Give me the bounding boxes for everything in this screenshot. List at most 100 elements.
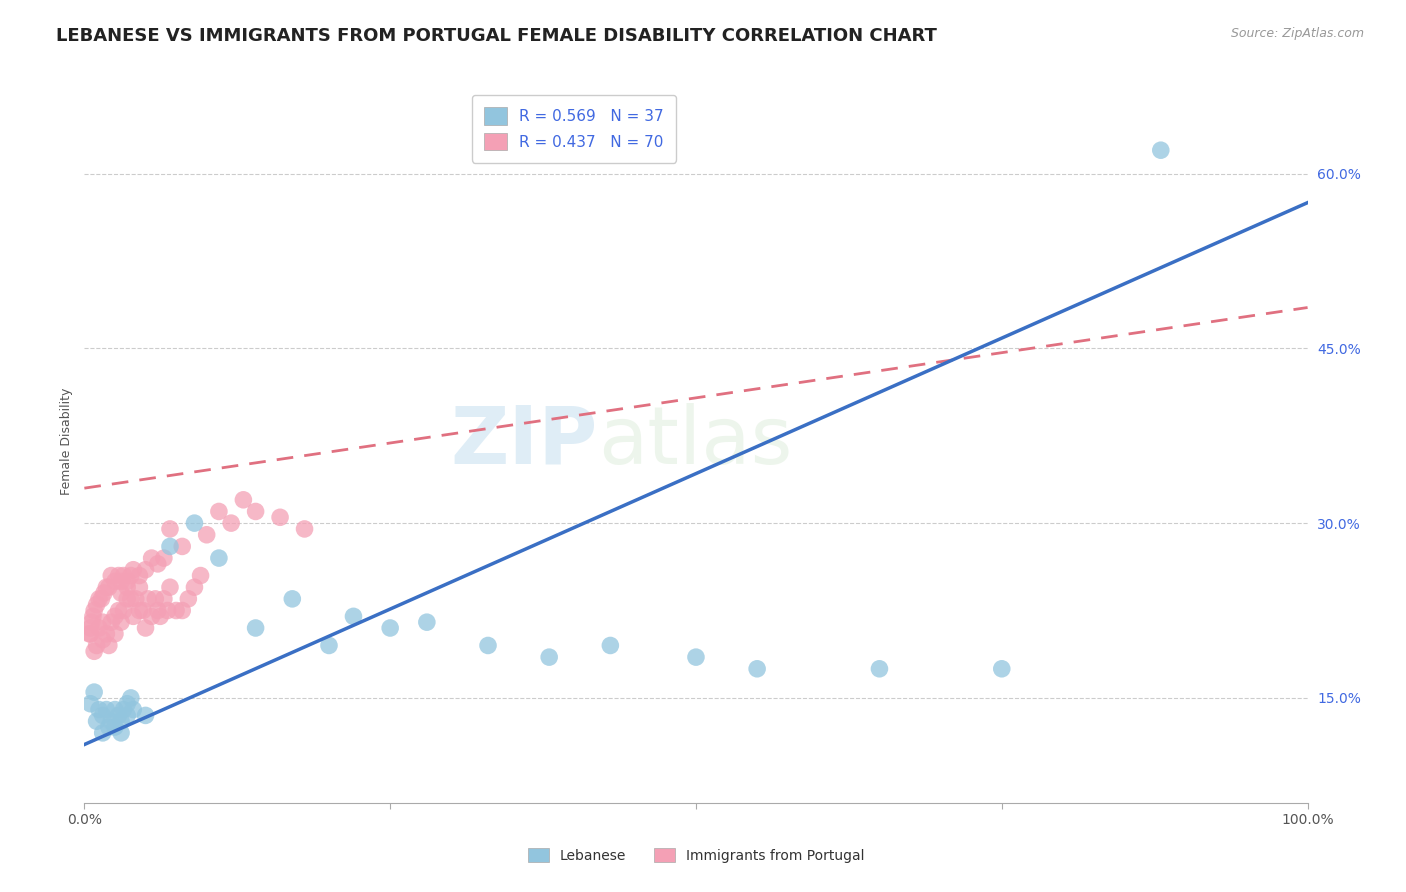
Point: [342, 609, 364, 624]
Point: [183, 580, 205, 594]
Point: [96, 627, 118, 641]
Point: [91, 708, 114, 723]
Point: [83, 644, 105, 658]
Point: [190, 568, 212, 582]
Point: [141, 609, 163, 624]
Point: [80, 615, 103, 630]
Point: [195, 528, 218, 542]
Point: [141, 551, 163, 566]
Point: [146, 603, 169, 617]
Point: [120, 568, 142, 582]
Point: [232, 492, 254, 507]
Point: [93, 586, 115, 600]
Point: [91, 615, 114, 630]
Point: [100, 714, 122, 729]
Point: [125, 591, 148, 606]
Point: [165, 603, 187, 617]
Point: [208, 551, 231, 566]
Point: [416, 615, 439, 630]
Point: [685, 650, 707, 665]
Point: [87, 621, 110, 635]
Point: [183, 516, 205, 530]
Point: [97, 580, 120, 594]
Point: [100, 568, 122, 582]
Point: [91, 632, 114, 647]
Point: [112, 568, 135, 582]
Point: [115, 574, 138, 589]
Point: [153, 591, 176, 606]
Point: [110, 586, 132, 600]
Point: [128, 603, 150, 617]
Point: [159, 540, 181, 554]
Point: [149, 609, 172, 624]
Point: [172, 603, 194, 617]
Point: [991, 662, 1014, 676]
Point: [177, 591, 200, 606]
Point: [104, 609, 127, 624]
Point: [135, 708, 157, 723]
Point: [269, 510, 291, 524]
Point: [97, 720, 120, 734]
Point: [281, 591, 304, 606]
Point: [122, 609, 145, 624]
Point: [87, 702, 110, 716]
Point: [143, 591, 166, 606]
Point: [112, 702, 135, 716]
Point: [86, 598, 108, 612]
Text: ZIP: ZIP: [451, 402, 598, 481]
Point: [159, 580, 181, 594]
Point: [110, 574, 132, 589]
Text: LEBANESE VS IMMIGRANTS FROM PORTUGAL FEMALE DISABILITY CORRELATION CHART: LEBANESE VS IMMIGRANTS FROM PORTUGAL FEM…: [56, 27, 938, 45]
Point: [79, 627, 101, 641]
Point: [83, 685, 105, 699]
Point: [82, 609, 104, 624]
Point: [115, 591, 138, 606]
Point: [172, 540, 194, 554]
Point: [318, 639, 340, 653]
Point: [79, 697, 101, 711]
Point: [100, 615, 122, 630]
Point: [135, 621, 157, 635]
Point: [219, 516, 242, 530]
Point: [153, 551, 176, 566]
Point: [104, 702, 127, 716]
Point: [96, 702, 118, 716]
Point: [538, 650, 561, 665]
Point: [122, 563, 145, 577]
Point: [87, 591, 110, 606]
Point: [104, 720, 127, 734]
Text: Source: ZipAtlas.com: Source: ZipAtlas.com: [1230, 27, 1364, 40]
Point: [380, 621, 402, 635]
Legend: Lebanese, Immigrants from Portugal: Lebanese, Immigrants from Portugal: [522, 842, 870, 868]
Point: [477, 639, 499, 653]
Point: [97, 639, 120, 653]
Point: [146, 557, 169, 571]
Point: [120, 591, 142, 606]
Point: [747, 662, 769, 676]
Point: [86, 639, 108, 653]
Point: [107, 708, 129, 723]
Point: [245, 621, 267, 635]
Point: [86, 714, 108, 729]
Point: [115, 708, 138, 723]
Point: [110, 714, 132, 729]
Point: [96, 580, 118, 594]
Point: [110, 726, 132, 740]
Point: [90, 591, 112, 606]
Point: [245, 504, 267, 518]
Point: [79, 621, 101, 635]
Point: [136, 591, 159, 606]
Point: [107, 568, 129, 582]
Point: [135, 563, 157, 577]
Point: [159, 522, 181, 536]
Point: [294, 522, 316, 536]
Point: [112, 603, 135, 617]
Point: [115, 580, 138, 594]
Point: [599, 639, 621, 653]
Point: [869, 662, 891, 676]
Point: [115, 697, 138, 711]
Point: [132, 603, 155, 617]
Text: atlas: atlas: [598, 402, 793, 481]
Point: [122, 702, 145, 716]
Point: [83, 603, 105, 617]
